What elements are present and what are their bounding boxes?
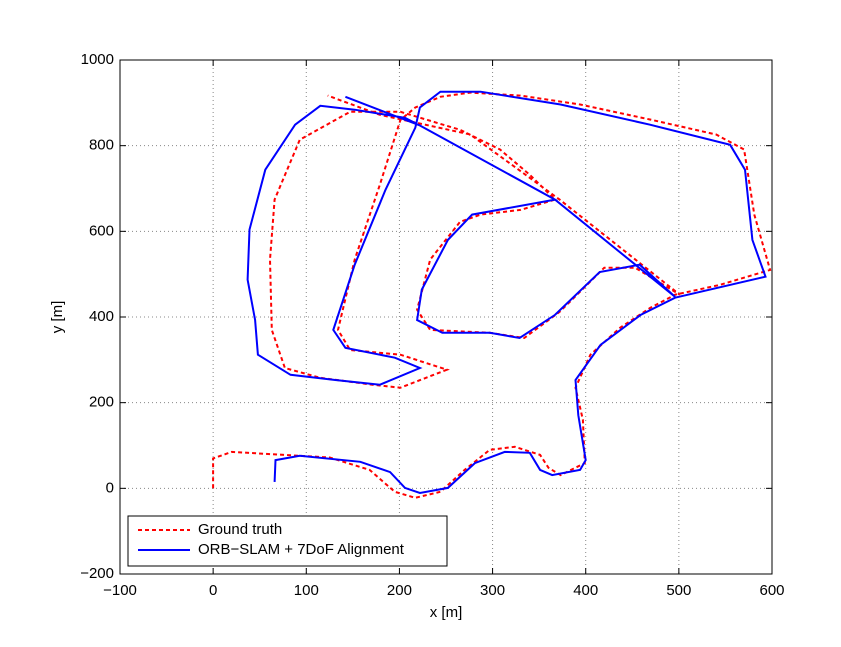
- y-tick-label: 600: [89, 222, 114, 239]
- x-tick-label: 600: [759, 582, 784, 599]
- y-tick-label: 0: [106, 479, 114, 496]
- legend-box: [127, 515, 448, 567]
- x-tick-label: 500: [666, 582, 691, 599]
- legend-label: Ground truth: [198, 521, 282, 538]
- y-tick-label: 1000: [81, 51, 114, 68]
- x-tick-label: 400: [573, 582, 598, 599]
- trajectory-line: [212, 91, 772, 499]
- y-tick-label: 200: [89, 394, 114, 411]
- x-tick-label: 0: [209, 582, 217, 599]
- x-tick-label: 100: [294, 582, 319, 599]
- y-tick-label: 800: [89, 137, 114, 154]
- legend-label: ORB−SLAM + 7DoF Alignment: [198, 541, 405, 558]
- y-tick-label: 400: [89, 308, 114, 325]
- x-tick-label: −100: [103, 582, 137, 599]
- x-tick-label: 300: [480, 582, 505, 599]
- legend: Ground truth ORB−SLAM + 7DoF Alignment: [127, 515, 448, 567]
- plot-frame: [119, 59, 773, 575]
- x-axis-label: x [m]: [430, 604, 463, 621]
- y-axis-label: y [m]: [49, 301, 66, 334]
- plot-area: [120, 60, 772, 574]
- y-tick-label: −200: [80, 565, 114, 582]
- x-tick-label: 200: [387, 582, 412, 599]
- trajectory-line: [246, 90, 767, 495]
